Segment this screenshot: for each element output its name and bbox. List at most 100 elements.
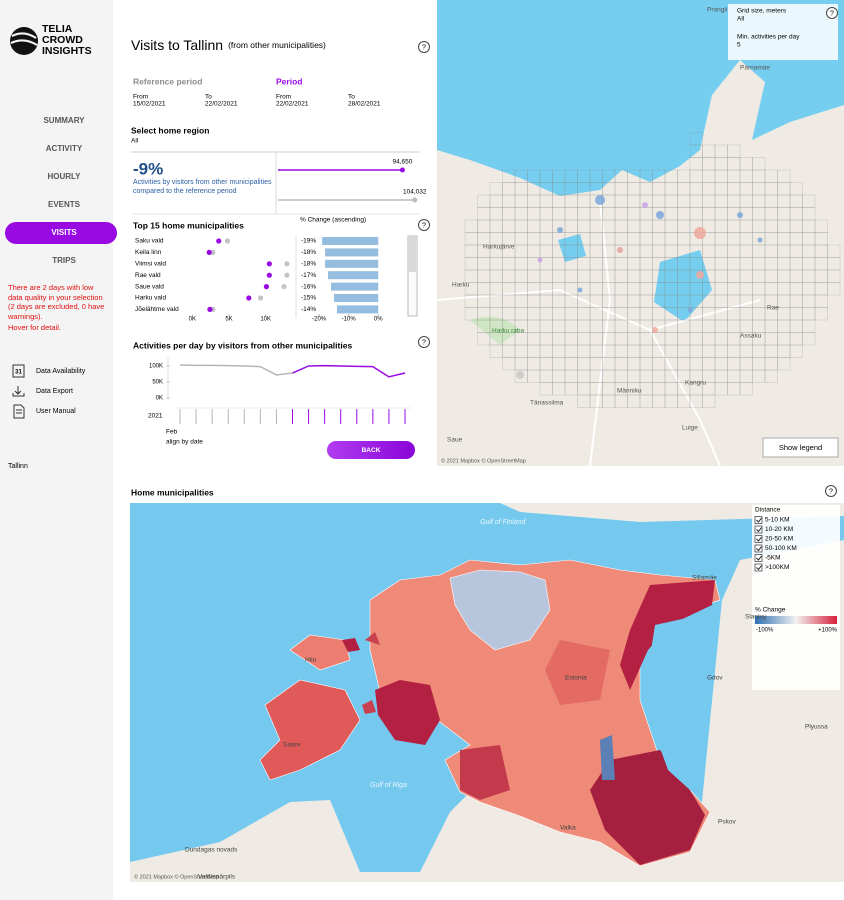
grid-cell <box>739 307 753 321</box>
help-mark[interactable]: ? <box>830 10 834 17</box>
grid-cell <box>577 319 591 333</box>
grid-cell <box>652 219 666 233</box>
grid-cell <box>827 244 841 258</box>
summary-value: 94,650 <box>393 159 413 166</box>
change-title: % Change <box>755 607 786 614</box>
to-date[interactable]: 22/02/2021 <box>205 101 238 108</box>
back-label[interactable]: BACK <box>362 447 381 454</box>
bar-label: -18% <box>301 261 316 268</box>
help-icon[interactable] <box>826 7 838 19</box>
check[interactable] <box>756 527 762 533</box>
checkbox[interactable] <box>754 525 763 534</box>
check[interactable] <box>756 555 762 561</box>
show-legend-label[interactable]: Show legend <box>779 443 822 452</box>
attribution: © 2021 Mapbox © OpenStreetMap <box>441 457 526 464</box>
checkbox[interactable] <box>754 563 763 572</box>
grid-cell <box>739 194 753 208</box>
side-link[interactable]: Data Export <box>36 388 73 395</box>
top-map[interactable]: Grid size, meters All Min. activities pe… <box>437 0 844 466</box>
help-icon[interactable] <box>418 41 430 53</box>
grid-cell <box>664 282 678 296</box>
grid-cell <box>477 232 491 246</box>
grid-cell <box>627 207 641 221</box>
help-icon[interactable] <box>825 485 837 497</box>
place-label: Männiku <box>617 388 642 395</box>
scroll-thumb[interactable] <box>409 237 416 272</box>
align-label[interactable]: align by date <box>166 439 203 446</box>
distance-option[interactable]: 20-50 KM <box>765 536 793 543</box>
grid-cell <box>552 357 566 371</box>
category-label: Saue vald <box>135 283 164 290</box>
nav-item[interactable]: HOURLY <box>47 172 81 181</box>
nav-active[interactable] <box>5 222 117 244</box>
category-label: Jõelähtme vald <box>135 306 179 313</box>
grid-cell <box>652 307 666 321</box>
help-mark[interactable]: ? <box>422 222 426 229</box>
grid-cell <box>527 232 541 246</box>
grid-cell <box>602 282 616 296</box>
category-label: Saku vald <box>135 238 164 245</box>
grid-cell <box>514 282 528 296</box>
nav-item[interactable]: VISITS <box>51 228 77 237</box>
help-mark[interactable]: ? <box>829 488 833 495</box>
grid-cell <box>652 294 666 308</box>
grid-cell <box>652 207 666 221</box>
bar-label: -16% <box>301 283 316 290</box>
distance-option[interactable]: 10-20 KM <box>765 526 793 533</box>
grid-cell <box>714 257 728 271</box>
show-legend-button[interactable] <box>762 437 839 458</box>
from-date[interactable]: 22/02/2021 <box>276 101 309 108</box>
back-button[interactable] <box>327 441 415 459</box>
checkbox[interactable] <box>754 535 763 543</box>
section-title: Home municipalities <box>131 487 214 497</box>
distance-option[interactable]: -5KM <box>765 555 781 562</box>
grid-cell <box>702 194 716 208</box>
place-label: Harku raba <box>492 328 525 335</box>
nav-item[interactable]: ACTIVITY <box>46 144 83 153</box>
page-title: Visits to Tallinn (from other municipalit… <box>131 37 326 53</box>
check[interactable] <box>756 517 762 523</box>
side-link[interactable]: User Manual <box>36 408 76 415</box>
home-map[interactable]: Distance % Change -100% +100% © 2021 Map… <box>130 503 844 882</box>
help-icon[interactable] <box>418 336 430 348</box>
grid-cell <box>564 257 578 271</box>
distance-option[interactable]: 50-100 KM <box>765 545 797 552</box>
grid-cell <box>752 157 766 171</box>
side-link[interactable]: Data Availability <box>36 368 86 375</box>
grid-cell <box>714 244 728 258</box>
scrollbar[interactable] <box>407 235 418 317</box>
from-date[interactable]: 15/02/2021 <box>133 101 166 108</box>
checkbox[interactable] <box>754 516 763 524</box>
help-mark[interactable]: ? <box>422 339 426 346</box>
to-date[interactable]: 28/02/2021 <box>348 101 381 108</box>
grid-cell <box>539 332 553 346</box>
checkbox[interactable] <box>754 554 763 562</box>
grid-cell <box>527 332 541 346</box>
distance-option[interactable]: >100KM <box>765 564 789 571</box>
place-label: Sillamäe <box>692 575 717 582</box>
grid-cell <box>477 307 491 321</box>
place-label: Pärnamäe <box>740 65 770 72</box>
grid-cell <box>614 232 628 246</box>
grid-cell <box>564 382 578 396</box>
grid-cell <box>689 182 703 196</box>
distance-option[interactable]: 5-10 KM <box>765 517 790 524</box>
check[interactable] <box>756 536 762 542</box>
help-mark[interactable]: ? <box>422 44 426 51</box>
nav-item[interactable]: TRIPS <box>52 256 76 265</box>
x-tick-label: 0K <box>189 317 196 323</box>
grid-cell <box>664 394 678 408</box>
check[interactable] <box>756 565 762 571</box>
check[interactable] <box>756 546 762 552</box>
grid-cell <box>589 182 603 196</box>
grid-cell <box>714 294 728 308</box>
checkbox[interactable] <box>754 544 763 553</box>
grid-cell <box>664 182 678 196</box>
help-icon[interactable] <box>418 219 430 231</box>
from-label: From <box>276 94 291 101</box>
nav-item[interactable]: SUMMARY <box>43 116 85 125</box>
nav-item[interactable]: EVENTS <box>48 200 81 209</box>
grid-cell <box>577 244 591 258</box>
grid-cell <box>514 357 528 371</box>
grid-cell <box>739 282 753 296</box>
